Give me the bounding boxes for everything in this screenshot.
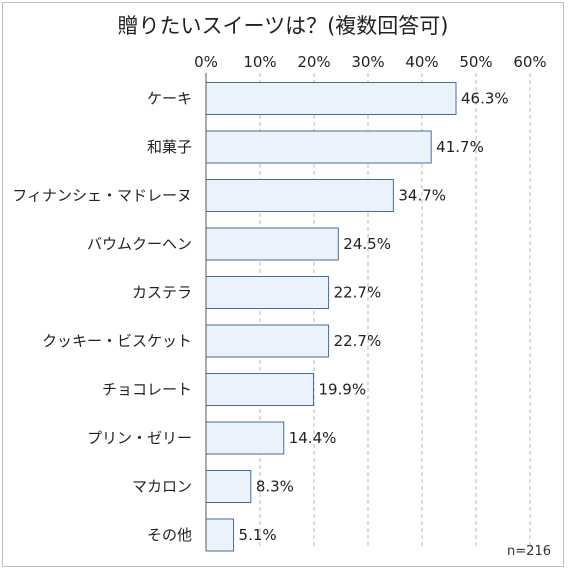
value-label: 22.7% [334, 284, 382, 302]
x-tick-label: 30% [351, 53, 384, 71]
category-label: その他 [147, 526, 192, 544]
category-label: チョコレート [102, 381, 192, 399]
bar [205, 130, 432, 164]
bar [205, 373, 314, 406]
category-label: マカロン [132, 478, 192, 496]
x-tick-label: 0% [194, 53, 218, 71]
bar [205, 179, 394, 212]
bars [205, 82, 457, 552]
value-label: 24.5% [343, 235, 391, 253]
category-label: クッキー・ビスケット [42, 332, 192, 350]
value-label: 5.1% [239, 526, 277, 544]
bar [205, 324, 330, 358]
x-tick-label: 20% [297, 53, 330, 71]
value-label: 22.7% [334, 332, 382, 350]
category-label: 和菓子 [147, 138, 192, 156]
bar [205, 227, 339, 261]
x-tick-label: 40% [405, 53, 438, 71]
x-tick-label: 50% [459, 53, 492, 71]
value-label: 46.3% [461, 90, 509, 108]
category-label: プリン・ゼリー [87, 429, 192, 447]
chart-title: 贈りたいスイーツは？(複数回答可) [118, 14, 449, 38]
value-label: 8.3% [256, 478, 294, 496]
category-labels: ケーキ和菓子フィナンシェ・マドレーヌバウムクーヘンカステラクッキー・ビスケットチ… [12, 90, 192, 545]
category-label: バウムクーヘン [87, 235, 192, 253]
category-label: ケーキ [147, 90, 192, 108]
bar [205, 518, 235, 552]
value-label: 34.7% [398, 187, 446, 205]
sample-size-note: n=216 [507, 544, 551, 559]
x-tick-labels: 0% 10% 20% 30% 40% 50% 60% [194, 53, 547, 71]
category-label: カステラ [132, 284, 192, 302]
bar [205, 470, 252, 503]
x-tick-label: 10% [243, 53, 276, 71]
bar [205, 276, 330, 309]
value-label: 14.4% [289, 429, 337, 447]
bar [205, 82, 457, 115]
category-label: フィナンシェ・マドレーヌ [12, 187, 192, 205]
x-tick-label: 60% [513, 53, 546, 71]
value-label: 41.7% [436, 138, 484, 156]
value-label: 19.9% [318, 381, 366, 399]
bar [205, 421, 285, 455]
value-labels: 46.3% 41.7% 34.7% 24.5% 22.7% 22.7% 19.9% 14.4%… [239, 90, 509, 545]
